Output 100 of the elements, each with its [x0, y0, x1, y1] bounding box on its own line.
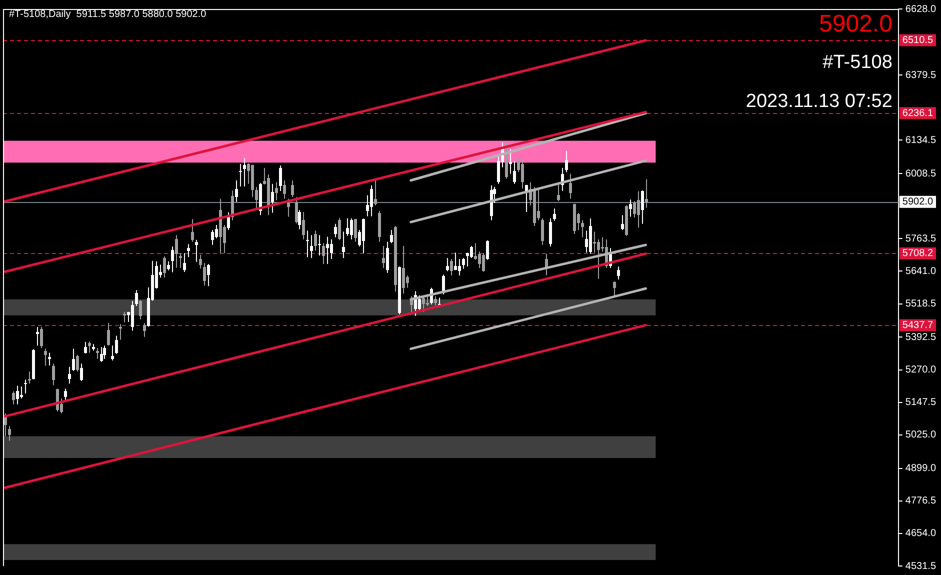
candlestick — [625, 204, 628, 236]
candlestick — [275, 182, 278, 201]
candlestick — [557, 183, 560, 202]
candlestick — [76, 354, 79, 372]
candlestick — [287, 198, 290, 218]
ref-line-label: 6510.5 — [902, 34, 934, 46]
candlestick — [279, 164, 282, 192]
candlestick — [64, 388, 67, 402]
candlestick — [362, 218, 365, 254]
ref-line-label: 5708.2 — [902, 248, 934, 260]
candlestick — [482, 252, 485, 272]
candlestick — [4, 412, 7, 437]
candlestick — [306, 230, 309, 258]
candlestick — [20, 386, 23, 399]
candlestick — [84, 341, 87, 354]
candlestick — [96, 348, 99, 360]
candlestick — [338, 218, 341, 241]
y-tick-label: 5270.0 — [905, 364, 936, 376]
candlestick — [418, 294, 421, 312]
candlestick — [135, 290, 138, 307]
candlestick — [131, 300, 134, 332]
candlestick — [243, 158, 246, 187]
candlestick — [267, 174, 270, 216]
candlestick — [545, 253, 548, 276]
candlestick — [637, 190, 640, 228]
candlestick — [68, 366, 71, 384]
candlestick — [402, 245, 405, 294]
candlestick — [454, 252, 457, 271]
y-tick-label: 5025.0 — [905, 430, 936, 441]
candlestick — [513, 160, 516, 184]
candlestick — [310, 234, 313, 258]
candlestick — [211, 230, 214, 246]
candlestick — [342, 231, 345, 258]
y-tick-label: 4899.0 — [905, 463, 936, 474]
candlestick — [171, 246, 174, 273]
candlestick — [641, 190, 644, 224]
candlestick — [175, 234, 178, 268]
candlestick — [44, 348, 47, 366]
candlestick — [12, 390, 15, 405]
candlestick — [370, 184, 373, 217]
candlestick — [283, 180, 286, 200]
chart-title: #T-5108,Daily 5911.5 5987.0 5880.0 5902.0 — [9, 8, 207, 20]
candlestick — [36, 326, 39, 346]
candlestick — [40, 326, 43, 349]
candlestick — [16, 385, 19, 405]
candlestick — [255, 186, 258, 210]
candlestick — [123, 311, 126, 323]
candlestick — [28, 371, 31, 384]
candlestick — [199, 254, 202, 270]
candlestick — [187, 244, 190, 258]
candlestick — [573, 203, 576, 235]
annotation: 2023.11.13 07:52 — [746, 91, 892, 112]
candlestick — [537, 188, 540, 221]
candlestick — [80, 363, 83, 382]
candlestick — [167, 260, 170, 271]
candlestick — [613, 280, 616, 297]
candlestick — [56, 388, 59, 412]
candlestick — [291, 180, 294, 198]
candlestick — [462, 257, 465, 270]
y-tick-label: 5518.5 — [905, 298, 936, 310]
candlestick — [219, 198, 222, 254]
candlestick — [179, 252, 182, 269]
candlestick — [334, 223, 337, 238]
candlestick — [581, 220, 584, 238]
y-tick-label: 6008.5 — [905, 168, 936, 180]
y-tick-label: 6628.0 — [905, 4, 936, 15]
candlestick — [605, 238, 608, 269]
candlestick — [553, 208, 556, 222]
candlestick — [119, 324, 122, 340]
candlestick — [422, 296, 425, 312]
candlestick — [390, 230, 393, 244]
candlestick — [115, 335, 118, 354]
candlestick — [183, 252, 186, 273]
candlestick — [486, 240, 489, 260]
candlestick — [239, 163, 242, 187]
candlestick — [645, 178, 648, 208]
candlestick — [103, 345, 106, 360]
candlestick — [318, 234, 321, 256]
ref-line-label: 5902.0 — [902, 196, 934, 208]
candlestick — [533, 186, 536, 227]
candlestick — [330, 238, 333, 260]
candlestick — [478, 251, 481, 269]
candlestick — [386, 241, 389, 274]
candlestick — [326, 236, 329, 265]
candlestick — [410, 296, 413, 314]
candlestick — [541, 218, 544, 246]
candlestick — [231, 190, 234, 221]
candlestick — [271, 183, 274, 214]
y-tick-label: 6379.5 — [905, 70, 936, 81]
annotation: #T-5108 — [822, 52, 892, 74]
candlestick — [100, 346, 103, 362]
candlestick — [251, 164, 254, 198]
candlestick — [565, 150, 568, 173]
candlestick — [354, 218, 357, 242]
candlestick — [593, 231, 596, 254]
candlestick — [107, 322, 110, 346]
candlestick — [521, 160, 524, 190]
candlestick — [235, 180, 238, 202]
candlestick — [191, 218, 194, 242]
candlestick — [621, 214, 624, 231]
